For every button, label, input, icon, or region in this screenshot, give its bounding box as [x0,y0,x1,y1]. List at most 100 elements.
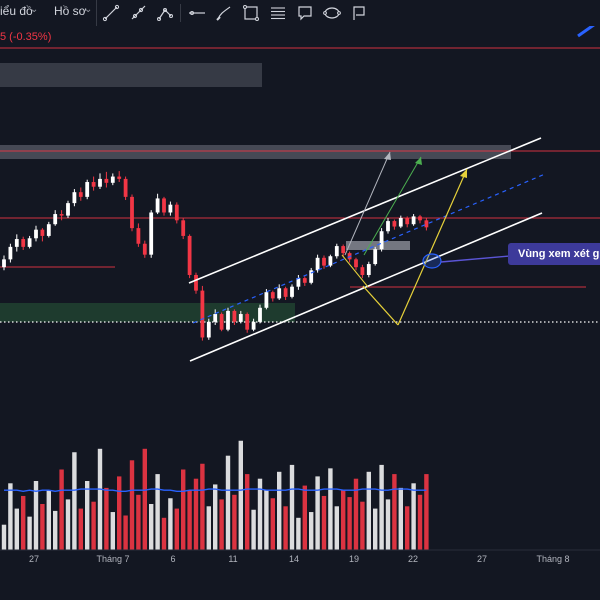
candle-body [59,214,64,216]
volume-bar [59,469,64,550]
candlestick [277,284,282,300]
volume-bar [8,483,13,550]
candle-body [2,259,6,268]
horizontal-line-tool[interactable] [183,0,210,26]
candle-body [213,314,218,322]
candle-body [283,288,288,297]
candlestick [149,210,154,258]
rectangle-icon [242,5,259,21]
candle-body [366,264,371,275]
candle-body [296,278,301,287]
volume-bars [1,440,429,550]
candlestick [258,304,262,324]
candlestick [72,189,77,207]
candlestick [219,312,224,332]
support-zone [0,303,295,322]
candlestick [21,236,26,250]
candlestick [110,173,115,186]
volume-bar [187,490,192,550]
volume-bar [97,448,103,550]
volume-bar [424,474,429,550]
volume-bar [1,524,7,550]
volume-bar [385,499,391,550]
grey-arrow-1 [344,151,391,256]
candlestick [130,194,134,232]
candle-body [149,212,154,255]
volume-bar [315,476,320,550]
volume-bar [302,485,307,550]
candle-body [130,196,134,229]
candlestick [136,223,141,247]
candle-body [40,229,45,236]
volume-bar [206,506,211,550]
candlestick [232,309,237,325]
time-axis-tick-label: Tháng 8 [536,554,569,564]
candlestick [206,318,211,340]
volume-bar [14,508,19,550]
candlestick [251,318,256,332]
projection-arrows [341,151,468,326]
flag-tool[interactable] [345,0,372,26]
candle-body [72,192,77,204]
profile-menu-label[interactable]: Hồ sơ [54,4,87,18]
chevron-down-icon[interactable]: ⌄ [30,4,39,15]
parallel-channel-icon [270,7,285,20]
time-axis-tick-label: 14 [289,554,299,564]
ray-tool[interactable] [124,0,151,26]
candle-body [14,239,19,247]
resistance-zone [0,145,511,159]
trend-line-tool[interactable] [97,0,124,26]
chart-menu-label[interactable]: iểu đồ [0,4,33,18]
brush-tool[interactable] [210,0,237,26]
candle-body [98,178,102,187]
ellipse-tool[interactable] [318,0,345,26]
channel-drawing [188,137,546,362]
candle-body [405,217,410,225]
volume-bar [347,497,352,550]
candle-body [85,182,90,197]
callout-tool[interactable] [291,0,318,26]
candle-body [8,246,13,260]
candle-body [322,257,326,266]
candlestick [341,244,346,257]
candle-body [46,224,51,236]
candle-body [398,217,403,227]
volume-bar [373,508,378,550]
candlestick [142,240,147,258]
volume-bar [213,484,218,550]
annotation-callout[interactable]: Vùng xem xét gia [508,243,600,265]
volume-bar [65,499,71,550]
candlestick [104,171,109,188]
price-change-readout: 5 (-0.35%) [0,31,52,43]
candlestick [424,217,429,231]
chevron-down-icon[interactable]: ⌄ [84,4,93,15]
volume-bar [27,516,32,550]
drawing-toolbar [96,0,421,26]
volume-bar [360,501,365,550]
volume-ma-line [4,488,427,493]
volume-bar [257,478,263,550]
candle-body [258,307,262,322]
volume-bar [136,494,141,550]
candlestick [354,257,358,271]
candlesticks [2,171,429,341]
extended-line-tool[interactable] [151,0,178,26]
volume-bar [398,487,403,550]
volume-bar [123,515,128,550]
candle-body [424,220,429,228]
candle-body [104,178,109,183]
candlestick [98,173,102,190]
candlestick [238,310,243,324]
candle-body [386,221,390,232]
candle-body [91,182,96,187]
volume-bar [46,490,51,550]
yellow-leg-up [397,168,468,326]
candle-body [302,278,307,283]
volume-bar [91,501,96,550]
channel-lower-line [189,212,543,362]
volume-bar [219,499,224,550]
rectangle-tool[interactable] [237,0,264,26]
flag-icon [352,6,365,20]
candle-body [341,246,346,254]
parallel-channel-tool[interactable] [264,0,291,26]
